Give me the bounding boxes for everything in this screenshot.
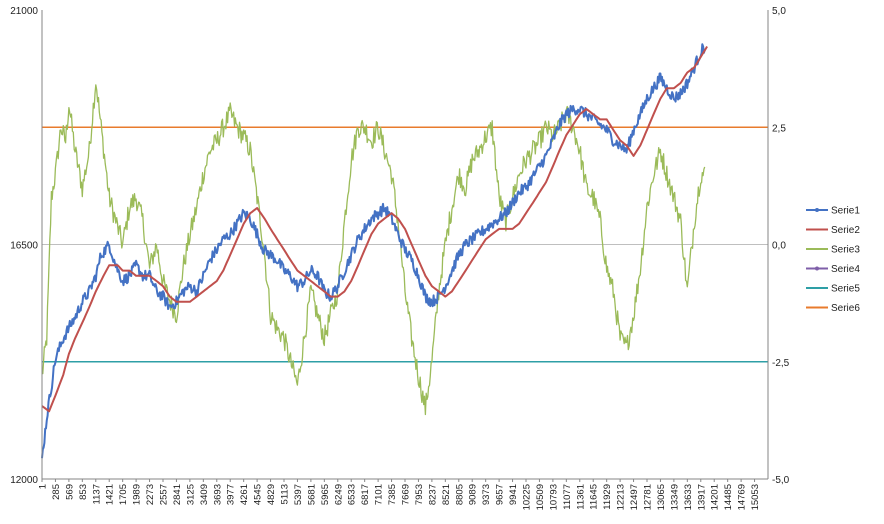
x-tick-label: 9089 [468, 484, 479, 505]
legend-item-serie5: Serie5 [806, 284, 860, 295]
x-tick-label: 6533 [347, 484, 358, 505]
x-tick-label: 7101 [374, 484, 385, 505]
x-tick-label: 5681 [306, 484, 317, 505]
x-tick-label: 569 [64, 484, 75, 500]
legend: Serie1 Serie2 Serie3 Serie4 Serie5 Serie6 [806, 206, 860, 314]
x-tick-label: 285 [51, 484, 62, 500]
legend-marker [815, 266, 819, 271]
x-tick-label: 14201 [710, 484, 721, 510]
legend-item-serie6: Serie6 [806, 303, 860, 314]
x-tick-label: 3125 [185, 484, 196, 505]
x-tick-label: 8237 [427, 484, 438, 505]
right-y-tick-label: 2,5 [772, 123, 786, 134]
series-line-serie2 [41, 45, 708, 413]
x-tick-label: 4545 [253, 484, 264, 505]
x-tick-label: 7669 [401, 484, 412, 505]
legend-item-serie2: Serie2 [806, 225, 860, 236]
x-tick-label: 8805 [454, 484, 465, 505]
x-tick-label: 13633 [683, 484, 694, 510]
x-tick-label: 11361 [575, 484, 586, 510]
x-tick-label: 12497 [629, 484, 640, 510]
x-tick-label: 5965 [320, 484, 331, 505]
x-tick-label: 14485 [723, 484, 734, 510]
x-tick-label: 12781 [643, 484, 654, 510]
x-tick-label: 6817 [360, 484, 371, 505]
x-tick-label: 4829 [266, 484, 277, 505]
x-tick-label: 853 [78, 484, 89, 500]
x-tick-label: 11929 [602, 484, 613, 510]
left-y-tick-labels: 12000 16500 21000 [10, 6, 38, 486]
legend-label: Serie2 [831, 225, 860, 236]
right-y-tick-labels: -5,0 -2,5 0,0 2,5 5,0 [772, 6, 790, 486]
series-line-serie3 [41, 84, 706, 416]
legend-label: Serie5 [831, 284, 860, 295]
x-tick-label: 10225 [522, 484, 533, 510]
legend-item-serie4: Serie4 [806, 264, 860, 275]
right-y-tick-label: 5,0 [772, 6, 786, 17]
x-tick-label: 10509 [535, 484, 546, 510]
x-tick-label: 1 [38, 484, 49, 489]
legend-marker [815, 208, 819, 212]
right-y-tick-label: 0,0 [772, 241, 786, 252]
x-tick-label: 1989 [132, 484, 143, 505]
legend-label: Serie1 [831, 206, 860, 217]
x-tick-label: 7385 [387, 484, 398, 505]
right-y-tick-label: -5,0 [772, 475, 790, 486]
x-tick-label: 4261 [239, 484, 250, 505]
legend-label: Serie3 [831, 245, 860, 256]
x-tick-label: 2841 [172, 484, 183, 505]
x-tick-label: 5397 [293, 484, 304, 505]
x-tick-label: 11645 [589, 484, 600, 510]
axes [41, 10, 769, 482]
x-tick-label: 3693 [212, 484, 223, 505]
x-tick-label: 10793 [548, 484, 559, 510]
x-tick-label: 12213 [616, 484, 627, 510]
x-tick-label: 2557 [159, 484, 170, 505]
x-tick-label: 1705 [118, 484, 129, 505]
x-tick-label: 13917 [696, 484, 707, 510]
left-y-tick-label: 12000 [10, 475, 38, 486]
x-tick-label: 9373 [481, 484, 492, 505]
x-tick-label: 7953 [414, 484, 425, 505]
legend-item-serie1: Serie1 [806, 206, 860, 217]
x-tick-label: 1421 [105, 484, 116, 505]
left-y-tick-label: 21000 [10, 6, 38, 17]
x-tick-label: 9657 [495, 484, 506, 505]
left-y-tick-label: 16500 [10, 241, 38, 252]
x-tick-label: 3977 [226, 484, 237, 505]
x-tick-label: 14769 [737, 484, 748, 510]
x-tick-label: 1137 [91, 484, 102, 504]
x-tick-label: 13065 [656, 484, 667, 510]
right-y-tick-label: -2,5 [772, 358, 790, 369]
legend-item-serie3: Serie3 [806, 245, 860, 256]
x-tick-label: 9941 [508, 484, 519, 505]
x-tick-label: 15053 [750, 484, 761, 510]
x-tick-label: 8521 [441, 484, 452, 505]
series-layer [41, 43, 768, 459]
x-tick-label: 13349 [669, 484, 680, 510]
legend-label: Serie6 [831, 303, 860, 314]
x-tick-label: 2273 [145, 484, 156, 505]
x-tick-label: 3409 [199, 484, 210, 505]
x-tick-label: 5113 [280, 484, 291, 504]
x-tick-labels: 1 285 569 853 1137 1421 1705 1989 2273 2557 2841 31… [38, 484, 762, 510]
legend-label: Serie4 [831, 264, 860, 275]
x-tick-label: 11077 [562, 484, 573, 510]
x-tick-label: 6249 [333, 484, 344, 505]
